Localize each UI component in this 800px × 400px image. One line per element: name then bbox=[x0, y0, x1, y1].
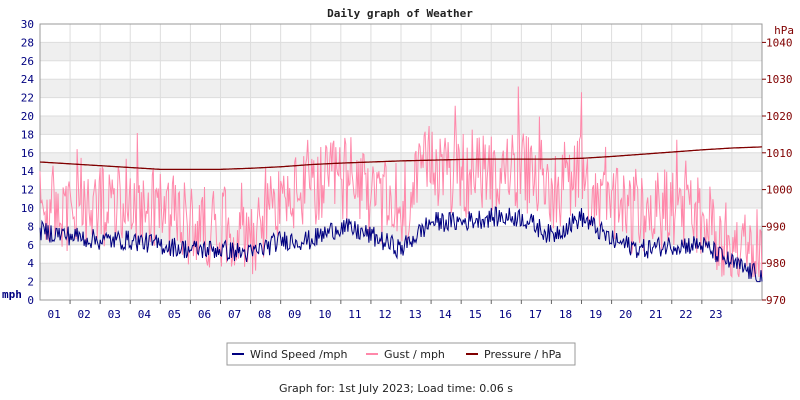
x-tick-label: 01 bbox=[47, 308, 60, 321]
y-right-tick-label: 980 bbox=[766, 257, 786, 270]
x-tick-label: 11 bbox=[348, 308, 361, 321]
x-tick-label: 16 bbox=[499, 308, 512, 321]
y-right-tick-label: 990 bbox=[766, 220, 786, 233]
y-left-tick-label: 24 bbox=[21, 73, 35, 86]
x-tick-label: 17 bbox=[529, 308, 542, 321]
y-left-tick-label: 10 bbox=[21, 202, 34, 215]
y-left-tick-label: 30 bbox=[21, 18, 34, 31]
x-tick-label: 10 bbox=[318, 308, 331, 321]
x-tick-label: 14 bbox=[439, 308, 453, 321]
y-left-tick-label: 8 bbox=[27, 220, 34, 233]
chart-title: Daily graph of Weather bbox=[327, 7, 473, 20]
legend-entry: Wind Speed /mph bbox=[250, 348, 348, 361]
x-tick-label: 15 bbox=[469, 308, 482, 321]
x-tick-label: 22 bbox=[679, 308, 692, 321]
legend-box bbox=[226, 342, 576, 366]
y-axis-right-label: hPa bbox=[774, 24, 794, 37]
x-axis: 01 02 03 04 05 06 07 08 09 10 11 12 13 14 15 16 17 18 19 20… bbox=[47, 300, 733, 321]
x-tick-label: 03 bbox=[108, 308, 121, 321]
x-tick-label: 07 bbox=[228, 308, 241, 321]
y-right-tick-label: 1040 bbox=[766, 36, 793, 49]
y-left-tick-label: 18 bbox=[21, 128, 34, 141]
x-tick-label: 21 bbox=[649, 308, 662, 321]
y-left-tick-label: 22 bbox=[21, 92, 34, 105]
x-tick-label: 20 bbox=[619, 308, 632, 321]
y-left-tick-label: 20 bbox=[21, 110, 34, 123]
y-left-tick-label: 2 bbox=[27, 276, 34, 289]
series-line-pressure bbox=[39, 146, 762, 171]
x-tick-label: 06 bbox=[198, 308, 211, 321]
footer-text: Graph for: 1st July 2023; Load time: 0.0… bbox=[279, 382, 513, 395]
y-right-tick-label: 1000 bbox=[766, 184, 793, 197]
x-tick-label: 13 bbox=[408, 308, 421, 321]
series-line-wind-speed bbox=[39, 206, 763, 283]
y-left-tick-label: 0 bbox=[27, 294, 34, 307]
x-tick-label: 23 bbox=[709, 308, 722, 321]
x-tick-label: 08 bbox=[258, 308, 271, 321]
y-right-tick-label: 1020 bbox=[766, 110, 793, 123]
y-left-tick-label: 26 bbox=[21, 55, 34, 68]
legend-entry: Gust / mph bbox=[384, 348, 445, 361]
legend-entry: Pressure / hPa bbox=[484, 348, 562, 361]
x-tick-label: 18 bbox=[559, 308, 572, 321]
y-axis-right: 970 980 990 1000 1010 1020 1030 1040 bbox=[762, 36, 793, 307]
series-line-gust bbox=[39, 86, 763, 278]
series-layer bbox=[39, 86, 763, 283]
y-right-tick-label: 1030 bbox=[766, 73, 793, 86]
legend: Wind Speed /mph Gust / mph Pressure / hPa bbox=[226, 342, 576, 366]
y-left-tick-label: 14 bbox=[21, 165, 35, 178]
x-tick-label: 19 bbox=[589, 308, 602, 321]
y-left-tick-label: 28 bbox=[21, 36, 34, 49]
x-tick-label: 05 bbox=[168, 308, 181, 321]
x-tick-label: 12 bbox=[378, 308, 391, 321]
y-left-tick-label: 4 bbox=[27, 257, 34, 270]
y-right-tick-label: 970 bbox=[766, 294, 786, 307]
x-tick-label: 02 bbox=[78, 308, 91, 321]
y-left-tick-label: 16 bbox=[21, 147, 34, 160]
y-right-tick-label: 1010 bbox=[766, 147, 793, 160]
y-left-tick-label: 12 bbox=[21, 184, 34, 197]
y-left-tick-label: 6 bbox=[27, 239, 34, 252]
x-tick-label: 04 bbox=[138, 308, 152, 321]
x-tick-label: 09 bbox=[288, 308, 301, 321]
y-axis-left-label: mph bbox=[2, 288, 22, 301]
